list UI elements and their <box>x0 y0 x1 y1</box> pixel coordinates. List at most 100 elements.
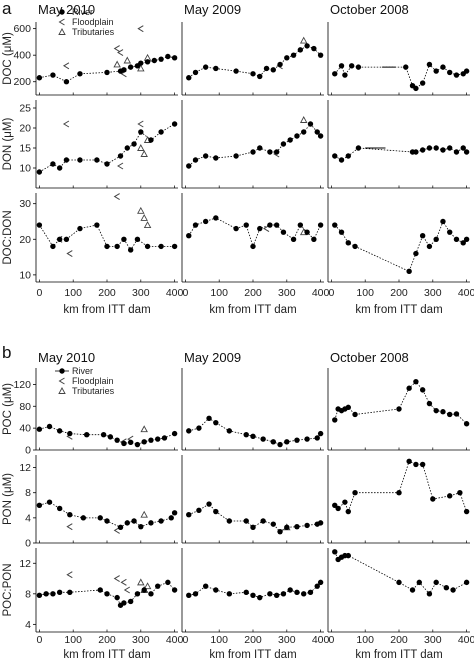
river-point <box>186 233 192 239</box>
river-point <box>151 57 158 64</box>
x-tick-label: 200 <box>244 634 262 646</box>
legend-marker <box>58 387 66 394</box>
legend-label: Floodplain <box>72 17 114 27</box>
river-point <box>104 591 110 597</box>
y-tick-label: 20 <box>19 234 31 246</box>
tributaries-point <box>137 206 145 214</box>
panel-letter: b <box>2 343 11 362</box>
river-point <box>186 75 192 81</box>
river-point <box>332 549 338 555</box>
tributaries-point <box>140 213 148 221</box>
river-point <box>332 71 338 77</box>
river-point <box>287 587 293 593</box>
x-tick-label: 0 <box>182 287 188 299</box>
river-point <box>114 594 120 601</box>
river-point <box>233 68 239 74</box>
river-point <box>433 579 439 586</box>
river-point <box>141 587 147 593</box>
river-point <box>50 72 56 78</box>
river-point <box>186 163 192 169</box>
river-point <box>186 592 192 599</box>
river-point <box>138 523 144 530</box>
river-point <box>36 169 43 175</box>
river-point <box>463 421 470 427</box>
river-line <box>334 460 467 513</box>
river-point <box>419 147 426 153</box>
river-point <box>433 407 439 414</box>
x-tick-label: 100 <box>210 287 228 299</box>
river-point <box>270 439 276 445</box>
river-point <box>202 64 209 70</box>
subplot <box>327 548 470 633</box>
river-point <box>345 508 351 515</box>
river-point <box>317 520 324 526</box>
subplot <box>181 193 324 283</box>
river-point <box>202 153 209 159</box>
river-point <box>457 490 463 496</box>
river-point <box>97 587 103 593</box>
river-point <box>121 67 127 73</box>
river-point <box>440 218 446 225</box>
floodplain-point <box>66 250 73 257</box>
river-point <box>419 387 426 393</box>
legend-label: River <box>72 366 93 376</box>
river-point <box>56 505 63 512</box>
x-tick-label: 300 <box>132 634 150 646</box>
river-point <box>314 583 320 589</box>
x-tick-label: 100 <box>356 634 374 646</box>
subplot <box>181 455 324 544</box>
river-point <box>267 591 273 597</box>
y-axis-label: POC:PON <box>2 563 14 616</box>
river-point <box>226 428 233 434</box>
x-tick-label: 300 <box>278 287 296 299</box>
river-point <box>36 502 43 508</box>
subplot <box>327 100 470 189</box>
river-point <box>413 461 419 468</box>
floodplain-point <box>123 586 131 594</box>
river-point <box>284 55 290 61</box>
y-axis-label: DOC (μM) <box>2 32 14 85</box>
river-point <box>50 591 56 597</box>
river-point <box>290 52 297 58</box>
y-tick-label: 4 <box>25 512 31 524</box>
river-point <box>338 229 345 235</box>
river-point <box>213 587 219 593</box>
river-point <box>36 222 43 228</box>
legend-marker <box>58 28 66 35</box>
floodplain-point <box>62 120 70 128</box>
river-point <box>413 250 419 257</box>
river-point <box>307 121 314 127</box>
river-point <box>416 579 422 586</box>
row-2: POC:PON 4 8 12 <box>2 548 470 633</box>
river-point <box>158 56 164 62</box>
river-point <box>463 68 470 74</box>
river-point <box>56 165 63 171</box>
river-point <box>307 589 314 595</box>
river-point <box>260 518 266 524</box>
floodplain-point <box>66 571 73 579</box>
tributaries-point <box>137 578 145 586</box>
river-point <box>280 229 287 235</box>
river-point <box>440 64 446 70</box>
river-point <box>294 133 300 139</box>
river-point <box>463 508 470 515</box>
river-point <box>332 222 338 228</box>
river-point <box>127 247 134 253</box>
river-point <box>138 60 144 66</box>
river-point <box>250 243 256 250</box>
column-title: May 2010 <box>38 2 95 17</box>
river-point <box>104 243 110 250</box>
river-point <box>335 505 341 512</box>
river-point <box>171 121 178 127</box>
x-tick-label: 0 <box>36 634 42 646</box>
river-point <box>67 430 73 437</box>
subplot <box>327 22 470 96</box>
x-tick-label: 100 <box>64 634 82 646</box>
river-point <box>171 430 178 437</box>
x-tick-label: 400 <box>166 634 184 646</box>
floodplain-point <box>113 193 120 200</box>
subplot <box>35 368 178 451</box>
column-title: October 2008 <box>330 350 409 365</box>
